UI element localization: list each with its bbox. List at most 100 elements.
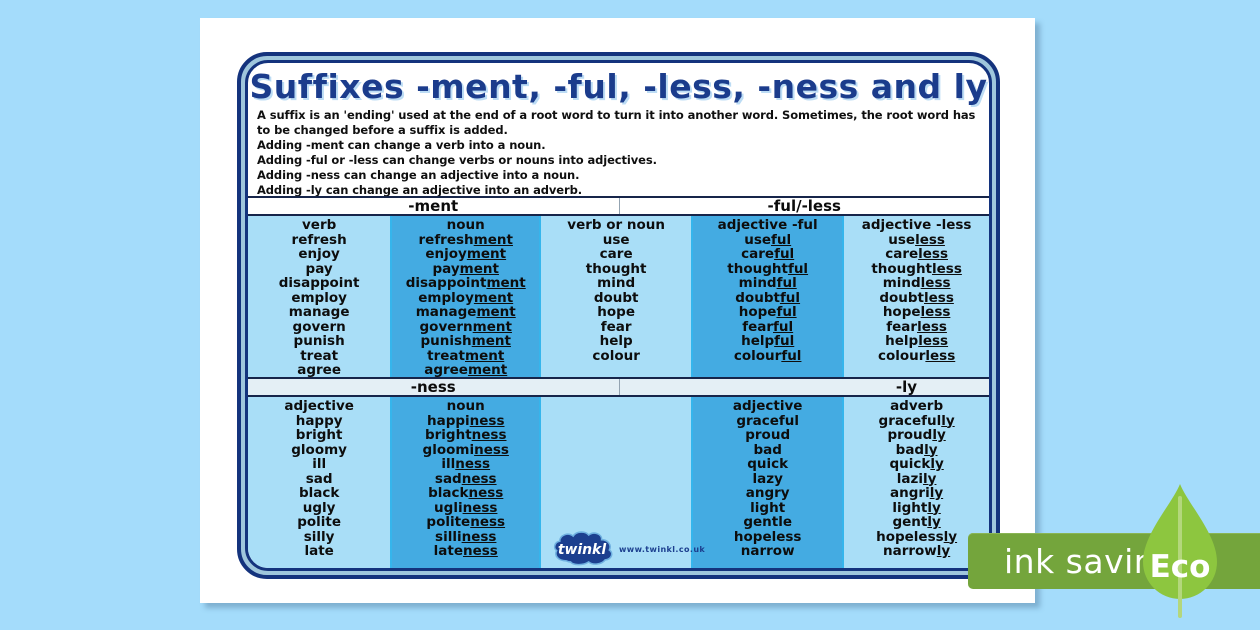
word-mat: Suffixes -ment, -ful, -less, -ness and l… <box>245 60 992 571</box>
suffix-band-header-1: -ment -ful/-less <box>248 196 989 216</box>
word: fear <box>600 318 632 335</box>
word-column: adjective happy bright gloomy ill sad black ugl… <box>248 397 391 568</box>
word: silliness <box>435 528 497 545</box>
twinkl-logo-text: twinkl <box>558 542 607 558</box>
word: treat <box>300 347 339 364</box>
word: bright <box>295 427 343 443</box>
word: thoughtless <box>871 260 962 277</box>
column-header: adverb <box>890 398 944 414</box>
word-column: noun refreshment enjoyment payment disappoin… <box>390 216 540 377</box>
word: help <box>599 333 633 349</box>
intro-line: A suffix is an 'ending' used at the end … <box>257 108 976 137</box>
word: useful <box>744 231 792 248</box>
word: fearful <box>742 318 794 335</box>
word: narrowly <box>882 543 951 559</box>
word: happy <box>295 412 343 429</box>
word: gracefully <box>878 412 955 429</box>
suffix-band-header-2: -ness -ly <box>248 377 989 397</box>
word-column: adjective -less useless careless thoughtles… <box>842 216 989 377</box>
word: refreshment <box>418 231 513 248</box>
word: hope <box>597 304 635 320</box>
word: angrily <box>890 485 944 501</box>
word: happiness <box>426 412 505 429</box>
band-label-ful-less: -ful/-less <box>618 198 990 214</box>
word: payment <box>432 260 499 277</box>
word: narrow <box>740 543 795 559</box>
word: doubtless <box>879 289 954 306</box>
word: sadness <box>434 470 497 487</box>
word: employment <box>418 289 514 306</box>
word: badly <box>895 441 938 458</box>
worksheet-page: Suffixes -ment, -ful, -less, -ness and l… <box>200 18 1035 603</box>
word: manage <box>288 304 350 320</box>
word: government <box>419 318 512 335</box>
word-table-ness-ly: adjective happy bright gloomy ill sad black ugl… <box>248 397 989 568</box>
column-header: adjective <box>284 398 354 414</box>
word: mind <box>597 275 636 291</box>
word: quick <box>747 456 789 472</box>
word: mindful <box>738 275 797 291</box>
column-header: verb <box>301 217 337 233</box>
word: sad <box>305 470 333 487</box>
word: colourless <box>877 347 956 364</box>
column-header: verb or noun <box>567 217 665 233</box>
word: enjoy <box>298 246 340 262</box>
word-column: adjective graceful proud bad quick lazy angry l… <box>691 397 843 568</box>
word-mat-border: Suffixes -ment, -ful, -less, -ness and l… <box>237 52 1000 579</box>
word: fearless <box>886 318 947 335</box>
eco-label: Eco <box>1150 549 1211 585</box>
word: ugliness <box>434 499 498 516</box>
word: hopelessly <box>876 528 958 545</box>
word: care <box>599 246 633 262</box>
intro-line: Adding -ment can change a verb into a no… <box>257 137 546 152</box>
intro-line: Adding -ness can change an adjective int… <box>257 167 580 182</box>
word: black <box>298 485 340 501</box>
word: gloomy <box>291 441 347 458</box>
word: thoughtful <box>727 260 809 277</box>
column-header: noun <box>446 217 485 233</box>
word: brightness <box>424 427 507 443</box>
page-title: Suffixes -ment, -ful, -less, -ness and l… <box>249 67 988 106</box>
twinkl-url: www.twinkl.co.uk <box>619 544 706 554</box>
word-column: verb or noun use care thought mind doubt hope f… <box>539 216 692 377</box>
word: punishment <box>420 333 511 349</box>
word: gloominess <box>422 441 509 458</box>
column-header: adjective -ful <box>717 217 818 233</box>
word: punish <box>293 333 345 349</box>
word: late <box>304 543 334 559</box>
word-column: verb refresh enjoy pay disappoint employ manag… <box>248 216 391 377</box>
band-label-ment: -ment <box>408 197 459 215</box>
word: careless <box>885 246 948 262</box>
word: politeness <box>426 514 506 530</box>
intro-text: A suffix is an 'ending' used at the end … <box>248 105 989 196</box>
word: lateness <box>433 543 498 559</box>
word: hopeless <box>733 528 802 545</box>
word: blackness <box>428 485 504 501</box>
word: graceful <box>736 412 800 429</box>
band-label-ly: -ly <box>618 379 990 395</box>
word: colourful <box>733 347 802 364</box>
word: hopeless <box>882 304 951 320</box>
word: treatment <box>427 347 505 364</box>
word: lightly <box>892 499 941 516</box>
word: doubt <box>593 289 639 306</box>
word: quickly <box>889 456 944 472</box>
column-header: adjective -less <box>861 217 972 233</box>
word-column: adverb gracefully proudly badly quickly lazil… <box>842 397 989 568</box>
word: careful <box>741 246 795 262</box>
word: polite <box>297 514 342 530</box>
word: helpful <box>741 333 795 349</box>
word: mindless <box>882 275 951 291</box>
column-header: adjective <box>732 398 803 414</box>
twinkl-cloud-icon: twinkl <box>553 531 613 566</box>
word-column: adjective -ful useful careful thoughtful min… <box>691 216 843 377</box>
column-header: noun <box>446 398 485 414</box>
word: illness <box>441 456 491 472</box>
word: light <box>750 499 786 516</box>
word: useless <box>888 231 945 248</box>
word: employ <box>291 289 347 306</box>
word: doubtful <box>735 289 801 306</box>
word: hopeful <box>738 304 797 320</box>
word: ugly <box>302 499 336 516</box>
word: proudly <box>887 427 946 443</box>
